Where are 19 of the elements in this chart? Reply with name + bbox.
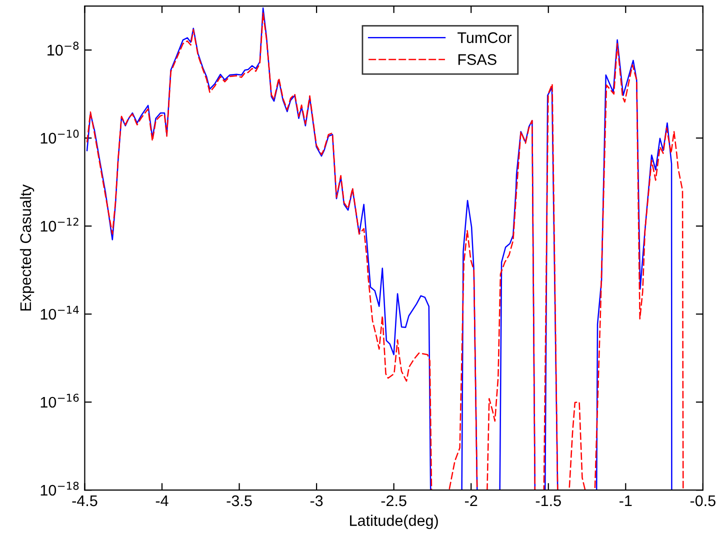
y-axis-title: Expected Casualty <box>20 184 34 310</box>
y-tick-label: 10$^{−18}$ <box>40 482 79 496</box>
legend-label: FSAS <box>458 54 496 65</box>
x-tick-label: -1 <box>620 496 632 506</box>
x-tick-label: -3 <box>310 495 323 506</box>
x-tick-label: -2.5 <box>381 495 406 506</box>
legend-label: TumCor <box>458 32 512 44</box>
x-tick-label: -2 <box>464 495 478 506</box>
y-tick-label: 10$^{−14}$ <box>40 306 79 320</box>
y-tick-label: 10$^{−16}$ <box>40 394 79 408</box>
x-tick-label: -1.5 <box>536 496 561 506</box>
y-tick-label: 10$^{−8}$ <box>48 42 79 56</box>
y-tick-label: 10$^{−12}$ <box>40 218 78 232</box>
x-tick-label: -3.5 <box>226 495 252 506</box>
x-axis-title: Latitude(deg) <box>350 514 438 530</box>
x-tick-label: -4.5 <box>72 496 98 506</box>
x-tick-label: -4 <box>156 496 168 506</box>
y-tick-label: 10$^{−10}$ <box>40 130 79 144</box>
x-tick-label: -0.5 <box>690 495 716 506</box>
